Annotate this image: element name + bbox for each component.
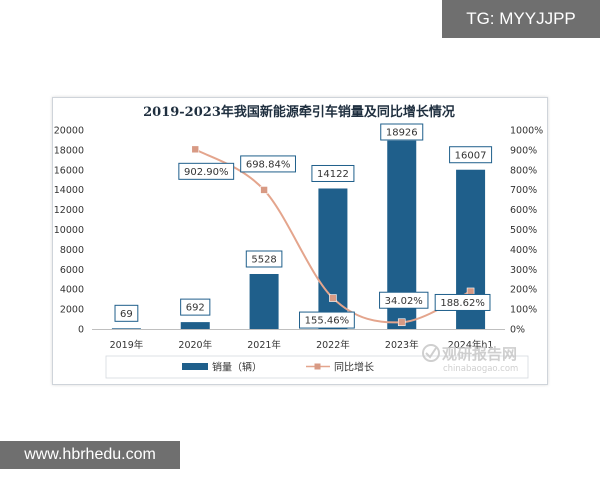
bar-value-label: 14122: [311, 164, 355, 182]
bar-labels: 69 692 5528 14122 18926 16007: [114, 123, 493, 322]
bar-value-label-text: 692: [186, 303, 205, 314]
bar-value-label: 692: [180, 298, 211, 316]
line-marker: [260, 186, 268, 194]
left-tick-label: 18000: [54, 145, 84, 156]
left-tick-label: 4000: [60, 285, 84, 296]
bar-series: [111, 140, 486, 329]
left-tick-label: 10000: [54, 225, 84, 236]
right-tick-label: 800%: [510, 165, 537, 176]
bar-value-label: 18926: [380, 123, 424, 141]
bar-value-label: 5528: [245, 250, 283, 268]
bar-value-label: 69: [114, 304, 139, 322]
watermark-logo-icon: [422, 344, 440, 362]
line-value-label: 188.62%: [434, 293, 491, 311]
watermark-brand: 观研报告网: [442, 345, 517, 363]
line-value-label-text: 698.84%: [246, 160, 291, 171]
line-value-label-box: [379, 291, 429, 309]
watermark-domain: chinabaogao.com: [443, 364, 518, 374]
left-tick-label: 12000: [54, 205, 84, 216]
left-tick-label: 2000: [60, 305, 84, 316]
bar-value-label-box: [449, 146, 493, 164]
line-value-label: 902.90%: [178, 162, 235, 180]
right-tick-label: 400%: [510, 245, 537, 256]
line-value-label-box: [178, 162, 235, 180]
legend: 销量（辆） 同比增长: [105, 355, 529, 379]
tg-badge: TG: MYYJJPP: [442, 0, 600, 38]
bar-value-label-text: 14122: [317, 169, 349, 180]
bar-value-label-text: 5528: [251, 255, 276, 266]
line-labels: 902.90% 698.84% 155.46% 34.02% 188.62%: [178, 155, 491, 329]
left-tick-label: 16000: [54, 165, 84, 176]
bar-value-label-box: [245, 250, 283, 268]
line-value-label-box: [434, 293, 491, 311]
left-tick-label: 20000: [54, 126, 84, 137]
bar-value-label: 16007: [449, 146, 493, 164]
right-tick-label: 500%: [510, 225, 537, 236]
left-axis-ticks: 0 2000 4000 6000 8000 10000 12000 14000 16000 180…: [54, 126, 84, 336]
x-tick-label: 2019年: [110, 339, 144, 351]
legend-bar-label: 销量（辆）: [212, 361, 262, 374]
legend-bar-swatch: [182, 363, 208, 370]
bar: [318, 188, 348, 329]
x-tick-label: 2023年: [385, 339, 419, 351]
line-marker: [466, 287, 475, 296]
watermark-check-icon: [425, 347, 437, 359]
line-value-label-text: 188.62%: [440, 298, 485, 309]
bar-value-label-text: 69: [120, 309, 133, 320]
line-marker: [329, 294, 337, 302]
line-marker: [191, 145, 200, 154]
bar-value-label-box: [180, 298, 211, 316]
bar: [249, 273, 279, 329]
chart-title: 2019-2023年我国新能源牵引车销量及同比增长情况: [143, 104, 455, 120]
right-tick-label: 700%: [510, 185, 537, 196]
line-value-label: 698.84%: [240, 155, 296, 173]
x-axis-ticks: 2019年 2020年 2021年 2022年 2023年 2024年h1: [110, 339, 494, 351]
right-tick-label: 300%: [510, 265, 537, 276]
x-tick-label: 2024年h1: [448, 339, 494, 351]
x-tick-label: 2021年: [247, 339, 281, 351]
right-tick-label: 600%: [510, 205, 537, 216]
bar-value-label-text: 16007: [455, 150, 487, 161]
x-tick-label: 2020年: [178, 339, 212, 351]
bar-value-label-text: 18926: [386, 128, 418, 139]
right-tick-label: 100%: [510, 305, 537, 316]
left-tick-label: 0: [78, 325, 84, 336]
bar-value-label-box: [311, 164, 355, 182]
line-value-label-text: 155.46%: [305, 316, 350, 327]
legend-line-marker: [314, 363, 321, 370]
right-axis-ticks: 0% 100% 200% 300% 400% 500% 600% 700% 800% 900% 10…: [510, 126, 543, 336]
bar: [111, 328, 141, 329]
site-badge: www.hbrhedu.com: [0, 441, 180, 469]
right-tick-label: 900%: [510, 145, 537, 156]
right-tick-label: 200%: [510, 285, 537, 296]
line-value-label: 34.02%: [379, 291, 429, 309]
left-tick-label: 6000: [60, 265, 84, 276]
line-value-label-text: 902.90%: [184, 167, 229, 178]
right-tick-label: 1000%: [510, 126, 543, 137]
bar: [180, 322, 210, 329]
right-tick-label: 0%: [510, 325, 525, 336]
line-value-label-box: [240, 155, 296, 173]
x-tick-label: 2022年: [316, 339, 350, 351]
line-marker: [397, 318, 406, 327]
line-value-label-box: [299, 311, 355, 329]
left-tick-label: 8000: [60, 245, 84, 256]
line-value-label-text: 34.02%: [385, 296, 423, 307]
watermark: 观研报告网 chinabaogao.com: [422, 344, 518, 374]
left-tick-label: 14000: [54, 185, 84, 196]
bar-value-label-box: [380, 123, 424, 141]
legend-line-label: 同比增长: [334, 361, 374, 374]
line-value-label: 155.46%: [299, 311, 355, 329]
bar-value-label-box: [114, 304, 139, 322]
